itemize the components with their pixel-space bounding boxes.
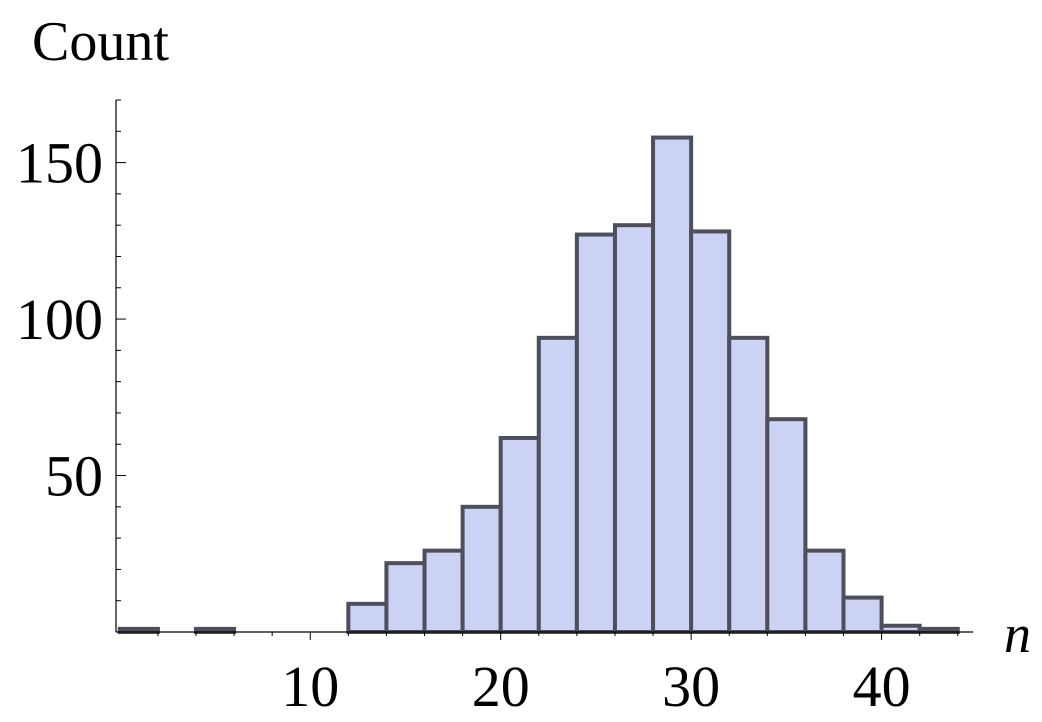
- axes-group: 10 20 30 40 50 100 150: [16, 99, 973, 719]
- y-tick-label: 150: [16, 131, 103, 196]
- histogram-bar: [803, 548, 846, 635]
- histogram-bar: [498, 435, 541, 634]
- x-tick-label: 20: [472, 654, 530, 719]
- x-tick-label: 40: [853, 654, 911, 719]
- histogram-bar: [727, 335, 770, 634]
- histogram-bar: [879, 623, 922, 634]
- histogram-bar: [765, 417, 808, 635]
- histogram-bar: [689, 229, 732, 634]
- x-tick-label: 10: [281, 654, 339, 719]
- bars-group: [117, 135, 960, 635]
- histogram-bar: [460, 504, 503, 634]
- x-axis-label: n: [1004, 604, 1031, 664]
- histogram-bar: [841, 595, 884, 635]
- histogram-bar: [536, 335, 579, 634]
- y-tick-label: 100: [16, 287, 103, 352]
- histogram-bar: [612, 223, 656, 634]
- histogram-bar: [384, 561, 427, 635]
- histogram-bar: [346, 601, 389, 634]
- ticks-group: 10 20 30 40 50 100 150: [16, 99, 959, 719]
- y-tick-label: 50: [45, 444, 103, 509]
- y-axis-label: Count: [32, 11, 169, 73]
- histogram-bar: [574, 232, 617, 635]
- histogram-bar: [422, 548, 465, 635]
- histogram-bar: [651, 135, 694, 634]
- x-tick-label: 30: [662, 654, 720, 719]
